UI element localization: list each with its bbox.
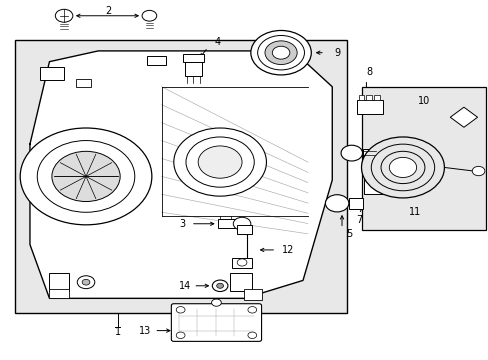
Bar: [184, 62, 202, 76]
Text: 3: 3: [179, 219, 185, 229]
Bar: [40, 67, 64, 80]
Text: 8: 8: [366, 67, 372, 77]
Circle shape: [211, 299, 221, 306]
Circle shape: [388, 157, 416, 177]
Text: 13: 13: [139, 325, 151, 336]
Circle shape: [55, 9, 73, 22]
Bar: [373, 95, 379, 100]
Text: 2: 2: [104, 6, 111, 17]
Circle shape: [77, 276, 95, 289]
Circle shape: [325, 195, 348, 212]
Polygon shape: [30, 51, 331, 298]
Circle shape: [82, 279, 90, 285]
Circle shape: [176, 332, 184, 338]
Bar: [362, 149, 375, 157]
Bar: [366, 95, 371, 100]
Circle shape: [247, 307, 256, 313]
Circle shape: [216, 283, 223, 288]
Bar: [49, 273, 69, 291]
Bar: [232, 258, 251, 268]
Bar: [76, 79, 91, 87]
Circle shape: [142, 10, 157, 21]
Circle shape: [370, 144, 434, 191]
Text: 12: 12: [282, 245, 294, 255]
Circle shape: [250, 31, 311, 75]
Bar: [229, 273, 251, 291]
Circle shape: [361, 137, 444, 198]
Bar: [147, 56, 166, 65]
Text: 10: 10: [417, 96, 429, 106]
Bar: [182, 54, 203, 62]
Bar: [366, 172, 384, 178]
Bar: [49, 289, 69, 298]
Text: 4: 4: [214, 37, 220, 47]
Circle shape: [185, 137, 254, 187]
Text: 5: 5: [346, 229, 352, 239]
Bar: [217, 220, 234, 228]
Circle shape: [237, 259, 246, 266]
Bar: [15, 40, 346, 313]
Text: 7: 7: [355, 215, 362, 225]
FancyBboxPatch shape: [171, 304, 261, 341]
Text: 9: 9: [333, 48, 340, 58]
Bar: [356, 100, 383, 114]
Circle shape: [173, 128, 266, 196]
Text: 1: 1: [114, 327, 121, 337]
Circle shape: [198, 146, 242, 178]
Text: 6: 6: [392, 112, 398, 122]
Text: 14: 14: [179, 281, 191, 291]
Bar: [237, 225, 251, 234]
Bar: [358, 95, 363, 100]
Circle shape: [212, 280, 227, 292]
Circle shape: [37, 140, 135, 212]
Circle shape: [233, 217, 250, 230]
Bar: [244, 289, 261, 300]
Circle shape: [264, 41, 297, 64]
Circle shape: [176, 307, 184, 313]
Bar: [348, 198, 363, 209]
Circle shape: [471, 166, 484, 176]
Bar: [363, 178, 387, 194]
Bar: [361, 87, 485, 230]
Circle shape: [52, 151, 120, 202]
Circle shape: [257, 36, 304, 70]
Text: 11: 11: [408, 207, 421, 217]
Circle shape: [20, 128, 152, 225]
Circle shape: [380, 151, 424, 184]
Polygon shape: [449, 107, 477, 127]
Circle shape: [247, 332, 256, 338]
Circle shape: [340, 145, 362, 161]
Circle shape: [272, 46, 289, 59]
